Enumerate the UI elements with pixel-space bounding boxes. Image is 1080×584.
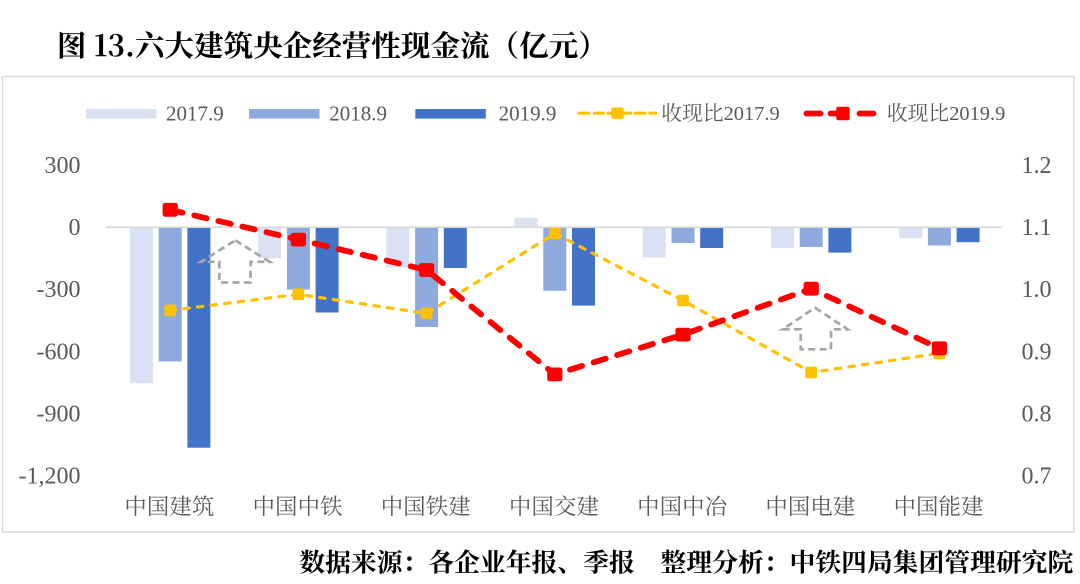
svg-text:0.7: 0.7 — [1022, 464, 1052, 490]
svg-text:1.2: 1.2 — [1022, 153, 1052, 179]
svg-text:-300: -300 — [37, 277, 81, 303]
svg-text:2019.9: 2019.9 — [949, 103, 1005, 125]
svg-text:0.9: 0.9 — [1022, 339, 1052, 365]
svg-text:-900: -900 — [37, 401, 81, 427]
svg-text:-1,200: -1,200 — [19, 464, 81, 490]
svg-text:300: 300 — [45, 153, 81, 179]
svg-text:1.0: 1.0 — [1022, 277, 1052, 303]
svg-text:2017.9: 2017.9 — [166, 101, 224, 125]
svg-text:2017.9: 2017.9 — [724, 103, 780, 125]
svg-text:1.1: 1.1 — [1022, 215, 1052, 241]
svg-text:0.8: 0.8 — [1022, 401, 1052, 427]
svg-text:2018.9: 2018.9 — [329, 101, 387, 125]
svg-text:2019.9: 2019.9 — [499, 101, 557, 125]
svg-text:-600: -600 — [37, 339, 81, 365]
svg-text:0: 0 — [69, 215, 81, 241]
